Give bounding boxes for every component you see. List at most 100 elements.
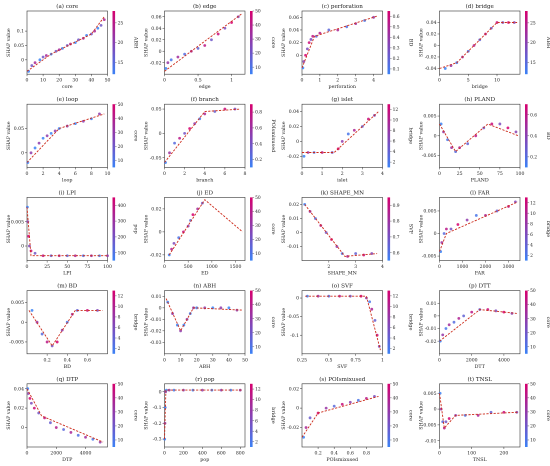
data-point (30, 64, 34, 67)
y-tick-label: -0.03 (150, 340, 162, 346)
y-tick-label: 0.005 (423, 391, 436, 397)
y-tick-label: 0.02 (151, 37, 161, 43)
x-tick-label: 5 (467, 78, 470, 84)
x-tick-label: 1000 (457, 264, 469, 270)
trend-line (305, 295, 381, 351)
x-axis-label: DTP (62, 457, 73, 463)
panel-6: (f) branch 0 2 4 6 8 -0.05 0 0.05 branch SHAP valu… (144, 96, 277, 183)
x-tick-label: 50 (477, 171, 483, 177)
x-tick-label: 2 (336, 78, 339, 84)
colorbar-tick-label: 6 (393, 326, 396, 331)
data-point (443, 67, 447, 70)
y-tick-label: -0.01 (150, 317, 162, 323)
plot-frame (439, 290, 521, 355)
panel-title: (i) LPI (58, 189, 76, 196)
data-point (203, 44, 207, 47)
panel-3: (c) perforation 0 1 2 3 4 0 0.02 0.04 0.06 perfora… (281, 3, 414, 90)
y-tick-label: -0.3 (153, 437, 162, 443)
data-point (168, 151, 171, 155)
x-tick-label: 10 (494, 78, 500, 84)
colorbar-label: bridge (408, 128, 414, 145)
x-tick-label: 0.4 (64, 357, 71, 363)
x-axis-label: ABH (198, 364, 210, 370)
y-tick-label: -0.1 (153, 405, 162, 411)
colorbar-tick-label: 50 (393, 382, 399, 387)
colorbar-tick-label: 6 (118, 326, 121, 331)
colorbar-tick-label: 0.4 (255, 142, 262, 147)
data-point (372, 15, 375, 19)
data-point (35, 320, 39, 324)
y-tick-label: 0.02 (14, 406, 24, 412)
x-tick-label: 2000 (466, 357, 478, 363)
data-point (41, 254, 45, 258)
data-point (41, 55, 45, 59)
panel-title: (m) BD (57, 283, 78, 290)
data-point (85, 308, 89, 312)
colorbar-tick-label: 0.9 (393, 204, 400, 209)
colorbar-tick-label: 8 (255, 409, 258, 414)
data-point (106, 254, 109, 258)
colorbar-tick-label: 0.4 (393, 36, 400, 41)
panel-2: (b) edge 0 0.5 1 -0.02 0 0.02 0.04 0.06 edge SHAP … (144, 3, 277, 90)
x-tick-label: 3000 (503, 264, 515, 270)
colorbar-label: SVF (408, 224, 414, 235)
colorbar-tick-label: 4 (118, 337, 121, 342)
colorbar-tick-label: 20 (118, 145, 124, 150)
x-tick-label: 4 (203, 171, 206, 177)
data-point (96, 26, 100, 30)
y-tick-label: 0.01 (426, 301, 436, 307)
colorbar-tick-label: 30 (530, 410, 536, 415)
panel-title: (o) SVF (332, 283, 353, 290)
colorbar (525, 104, 528, 168)
panel-title: (e) loop (56, 96, 78, 103)
colorbar-tick-label: 2 (530, 254, 533, 259)
x-tick-label: 0 (163, 357, 166, 363)
y-tick-label: 0.04 (151, 26, 161, 32)
colorbar-label: pop (133, 224, 139, 233)
colorbar (112, 290, 116, 354)
data-point (498, 122, 502, 126)
y-tick-label: 0 (296, 139, 299, 145)
trend-line (164, 108, 241, 163)
trend-line (439, 309, 517, 342)
plot-frame (301, 383, 383, 448)
colorbar-label: core (270, 37, 276, 48)
panel-11: (k) SHAPE_MN 2 3 4 -0.01 0 0.01 0.02 SHAPE_MN SHA… (281, 189, 414, 276)
y-tick-label: 0.02 (426, 32, 436, 38)
x-tick-label: 0.2 (314, 451, 321, 457)
y-tick-label: 0.005 (11, 219, 24, 225)
x-axis-label: islet (337, 177, 347, 183)
panel-8: (h) PLAND 0 25 50 75 100 -0.005 0 0.005 PLAND SHAP… (419, 96, 550, 183)
x-axis-label: POIsmixused (326, 457, 358, 463)
data-point (318, 31, 322, 35)
colorbar (112, 197, 116, 261)
x-tick-label: 200 (500, 451, 509, 457)
panel-18: (r) pop 0 200 400 600 800 -0.3 -0.2 -0.1 0 pop SHAP… (144, 376, 277, 463)
data-point (302, 154, 306, 158)
colorbar-tick-label: 4 (393, 337, 396, 342)
colorbar-tick-label: 20 (530, 41, 536, 46)
colorbar-tick-label: 10 (255, 345, 261, 350)
x-tick-label: 6 (74, 171, 77, 177)
x-tick-label: 75 (497, 171, 503, 177)
data-point (170, 247, 174, 251)
colorbar-tick-label: 10 (530, 212, 536, 217)
panel-title: (d) bridge (466, 3, 495, 10)
y-axis-label: SHAP value (281, 214, 287, 243)
colorbar-tick-label: 0.6 (255, 127, 262, 132)
x-axis-label: branch (196, 177, 213, 183)
x-tick-label: 4 (381, 264, 384, 270)
y-tick-label: 0 (159, 229, 162, 235)
colorbar-tick-label: 10 (255, 398, 261, 403)
colorbar-tick-label: 8 (118, 316, 121, 321)
trend-line (439, 201, 518, 252)
data-point (45, 134, 49, 138)
y-tick-label: 0 (434, 313, 437, 319)
colorbar-tick-label: 2 (393, 161, 396, 166)
colorbar (387, 290, 391, 354)
data-point (304, 426, 308, 429)
x-tick-label: 25 (44, 264, 50, 270)
x-tick-label: 1000 (206, 264, 218, 270)
